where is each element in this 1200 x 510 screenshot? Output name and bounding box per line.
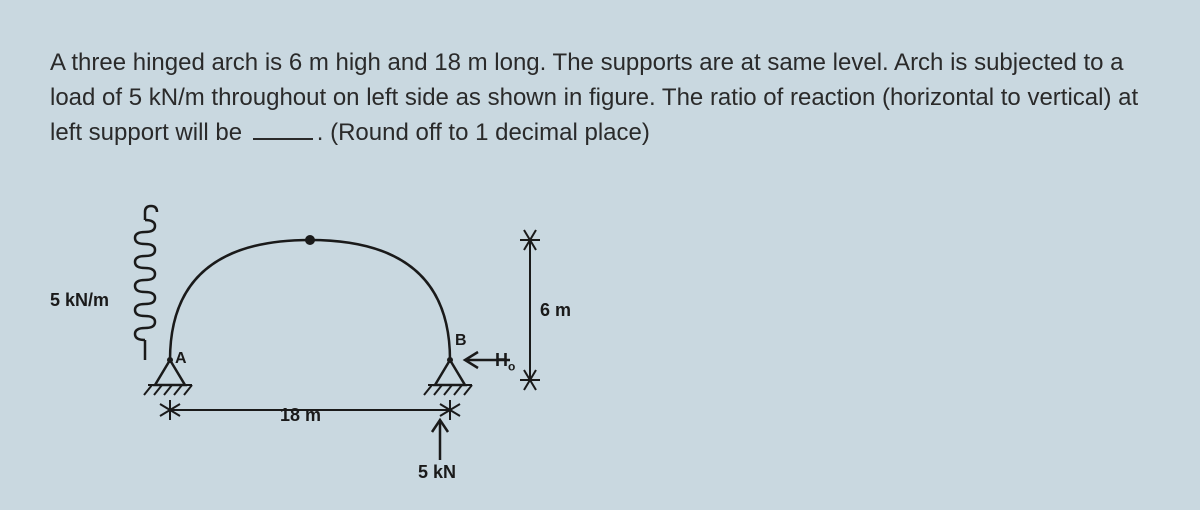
crown-hinge (305, 235, 315, 245)
answer-blank (253, 138, 313, 140)
support-b-triangle (435, 360, 465, 385)
span-label: 18 m (280, 405, 321, 426)
udl-label: 5 kN/m (50, 290, 109, 311)
V-arrow (432, 420, 448, 460)
hatch-a (144, 385, 192, 395)
hinge-b (447, 357, 453, 363)
H-sub: o (508, 360, 515, 374)
hatch-b (424, 385, 472, 395)
hinge-a (167, 357, 173, 363)
H-label: Ho (495, 350, 515, 374)
H-text: H (495, 350, 508, 370)
height-label: 6 m (540, 300, 571, 321)
label-A: A (175, 350, 187, 368)
question-part2: . (Round off to 1 decimal place) (317, 119, 650, 146)
arch-svg (40, 200, 640, 500)
reaction-label: 5 kN (418, 462, 456, 483)
question-text: A three hinged arch is 6 m high and 18 m… (50, 46, 1150, 150)
height-dim (520, 230, 540, 390)
label-B: B (455, 332, 467, 350)
arch-path (170, 240, 450, 360)
arch-figure: 5 kN/m A B 18 m 6 m Ho 5 kN (40, 200, 640, 500)
udl-coil (135, 206, 157, 360)
